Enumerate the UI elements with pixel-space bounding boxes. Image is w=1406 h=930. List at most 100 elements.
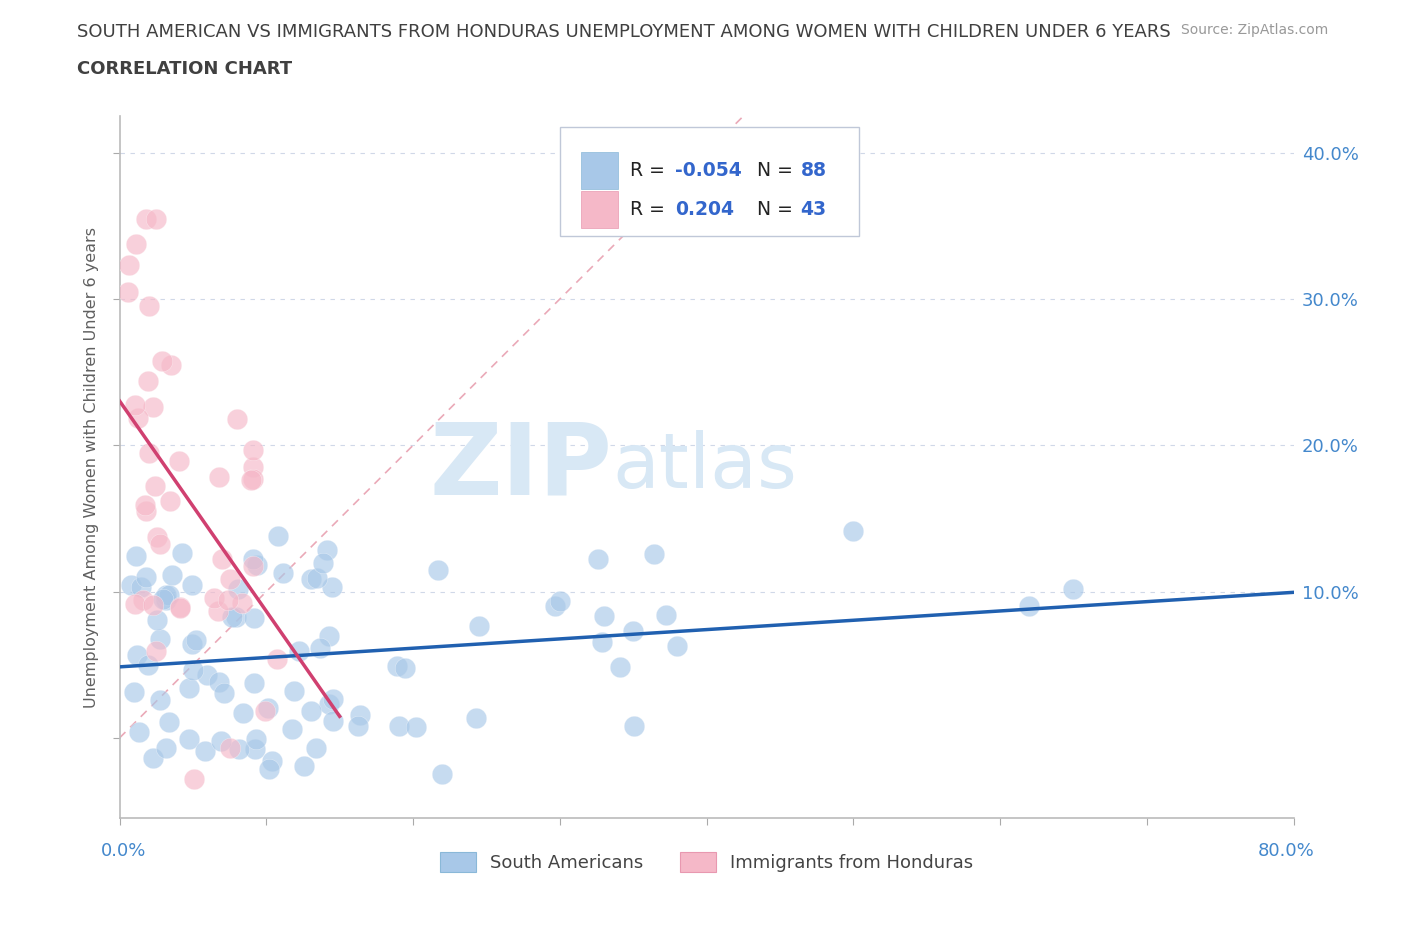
Text: R =: R = — [630, 200, 678, 219]
Point — [242, 559, 264, 574]
Point — [180, 578, 202, 592]
Point — [124, 398, 146, 413]
Point — [242, 551, 264, 566]
Text: Source: ZipAtlas.com: Source: ZipAtlas.com — [1181, 23, 1329, 37]
Point — [1062, 581, 1084, 596]
Point — [207, 603, 229, 618]
Point — [842, 524, 865, 538]
Text: 80.0%: 80.0% — [1258, 842, 1315, 859]
Point — [146, 529, 169, 544]
Point — [170, 546, 193, 561]
Point — [184, 632, 207, 647]
Point — [245, 731, 267, 746]
Point — [195, 668, 218, 683]
Point — [322, 692, 344, 707]
Point — [405, 720, 427, 735]
Point — [125, 549, 148, 564]
Point — [346, 719, 368, 734]
Point — [266, 528, 288, 543]
Point — [219, 572, 242, 587]
Point — [385, 658, 408, 673]
Point — [243, 741, 266, 756]
Point — [142, 598, 165, 613]
Point — [117, 284, 139, 299]
Point — [242, 443, 264, 458]
Point — [283, 684, 305, 698]
Point — [246, 557, 269, 572]
FancyBboxPatch shape — [560, 126, 859, 235]
Point — [125, 237, 148, 252]
Point — [136, 373, 159, 388]
Point — [226, 411, 249, 426]
Point — [177, 731, 200, 746]
Point — [242, 459, 264, 474]
Point — [243, 611, 266, 626]
Point — [299, 572, 322, 587]
Point — [349, 708, 371, 723]
Point — [307, 570, 329, 585]
Point — [211, 551, 233, 566]
Point — [155, 588, 177, 603]
Point — [138, 445, 160, 460]
Point — [134, 498, 156, 512]
Point — [321, 579, 343, 594]
Point — [180, 636, 202, 651]
Point — [266, 652, 288, 667]
Point — [271, 565, 294, 580]
FancyBboxPatch shape — [581, 192, 619, 228]
Point — [183, 772, 205, 787]
Point — [468, 618, 491, 633]
Point — [315, 542, 337, 557]
Point — [149, 631, 172, 646]
Point — [157, 714, 180, 729]
Point — [465, 711, 488, 725]
Point — [125, 647, 148, 662]
Text: 0.0%: 0.0% — [101, 842, 146, 859]
Y-axis label: Unemployment Among Women with Children Under 6 years: Unemployment Among Women with Children U… — [84, 227, 100, 708]
Point — [226, 582, 249, 597]
Point — [129, 580, 152, 595]
Point — [145, 644, 167, 658]
Point — [231, 595, 253, 610]
Point — [318, 697, 340, 711]
Point — [256, 701, 278, 716]
Point — [643, 547, 665, 562]
Point — [304, 740, 326, 755]
FancyBboxPatch shape — [581, 153, 619, 189]
Point — [145, 612, 167, 627]
Point — [621, 624, 644, 639]
Text: 0.204: 0.204 — [675, 200, 734, 219]
Point — [135, 570, 157, 585]
Point — [167, 453, 190, 468]
Point — [243, 675, 266, 690]
Point — [240, 472, 263, 487]
Point — [135, 503, 157, 518]
Point — [1018, 599, 1040, 614]
Point — [120, 578, 142, 592]
Point — [666, 639, 689, 654]
Point — [225, 610, 247, 625]
Point — [394, 660, 416, 675]
Point — [232, 705, 254, 720]
Point — [155, 592, 177, 607]
Point — [544, 598, 567, 613]
Point — [623, 719, 645, 734]
Point — [312, 556, 335, 571]
Point — [127, 410, 149, 425]
Point — [586, 551, 609, 566]
Point — [181, 662, 204, 677]
Point — [138, 299, 160, 313]
Point — [152, 591, 174, 606]
Text: R =: R = — [630, 161, 671, 179]
Text: N =: N = — [756, 161, 799, 179]
Point — [155, 740, 177, 755]
Text: -0.054: -0.054 — [675, 161, 741, 179]
Point — [149, 692, 172, 707]
Point — [430, 767, 453, 782]
Legend: South Americans, Immigrants from Honduras: South Americans, Immigrants from Hondura… — [433, 845, 980, 880]
Point — [242, 472, 264, 486]
Point — [318, 629, 340, 644]
Text: 88: 88 — [800, 161, 827, 179]
Point — [124, 597, 146, 612]
Point — [132, 593, 155, 608]
